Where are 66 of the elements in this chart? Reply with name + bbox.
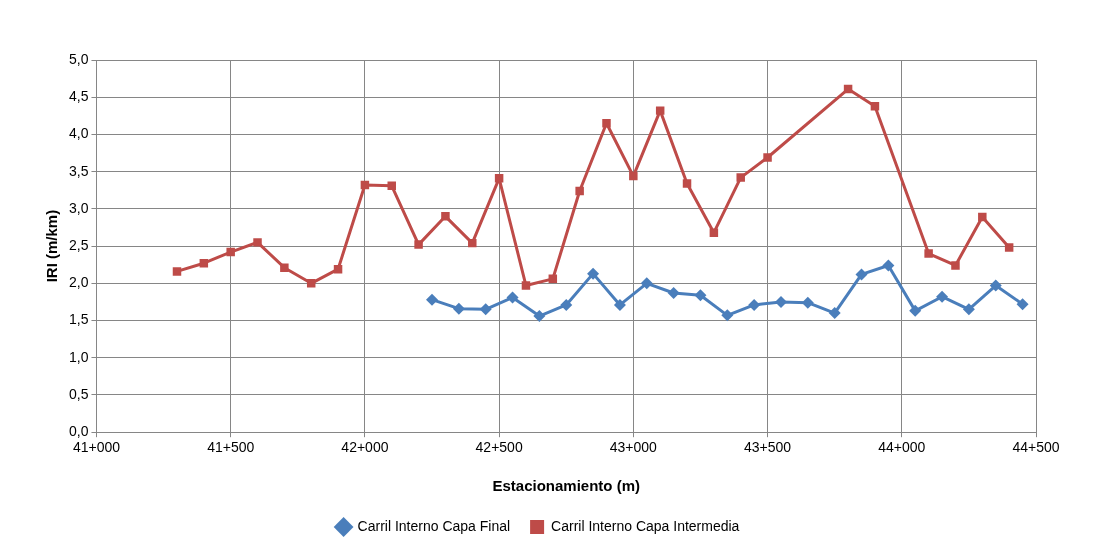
legend-label: Carril Interno Capa Final	[357, 517, 511, 534]
point	[855, 268, 868, 281]
y-axis-title: IRI (m/km)	[43, 209, 61, 283]
point	[655, 106, 665, 115]
point	[924, 249, 933, 258]
point	[667, 287, 680, 299]
x-tick-label: 44+000	[878, 439, 926, 456]
point	[172, 267, 182, 276]
y-tick-label: 1,5	[68, 311, 89, 328]
x-tick-label: 42+500	[475, 439, 523, 456]
point	[226, 247, 235, 257]
x-axis-title: Estacionamiento (m)	[492, 477, 640, 495]
point	[602, 119, 611, 128]
point	[613, 298, 626, 311]
x-tick-label: 43+500	[744, 439, 792, 456]
point	[882, 259, 895, 272]
point	[494, 174, 504, 183]
x-tick-label: 41+500	[207, 439, 255, 456]
y-tick-label: 0,5	[68, 385, 89, 402]
point	[426, 293, 439, 306]
y-tick-label: 5,0	[68, 50, 89, 67]
point	[1004, 243, 1014, 252]
point	[468, 238, 477, 248]
point	[748, 298, 761, 311]
point	[560, 298, 573, 311]
point	[479, 303, 492, 316]
point	[629, 171, 638, 181]
point	[306, 279, 316, 288]
point	[694, 289, 707, 302]
y-tick-label: 0,0	[68, 423, 89, 440]
point	[414, 240, 423, 249]
x-tick-label: 44+500	[1012, 439, 1060, 456]
y-tick-label: 4,5	[68, 88, 89, 105]
legend-label: Carril Interno Capa Intermedia	[551, 517, 740, 534]
point	[506, 291, 519, 304]
point	[721, 309, 734, 322]
point	[533, 310, 546, 323]
point	[452, 302, 465, 315]
point	[521, 281, 531, 290]
point	[280, 263, 289, 272]
y-tick-label: 2,5	[68, 236, 89, 253]
point	[682, 179, 692, 188]
point	[951, 261, 960, 270]
point	[962, 303, 975, 316]
point	[828, 307, 841, 320]
y-tick-label: 1,0	[68, 348, 89, 365]
point	[587, 267, 600, 280]
y-tick-label: 4,0	[68, 125, 89, 142]
x-tick-label: 43+000	[609, 439, 658, 456]
point	[909, 304, 922, 317]
point	[441, 212, 450, 221]
point	[936, 290, 949, 303]
point	[709, 228, 719, 237]
point	[989, 279, 1002, 292]
point	[1016, 298, 1029, 311]
point	[253, 238, 262, 247]
x-tick-label: 41+000	[72, 439, 121, 456]
point	[640, 277, 653, 290]
y-tick-label: 3,5	[68, 162, 89, 179]
point	[763, 153, 772, 162]
y-tick-label: 3,0	[68, 199, 89, 216]
point	[736, 173, 745, 182]
y-tick-label: 2,0	[68, 274, 89, 291]
point	[978, 212, 987, 222]
point	[575, 186, 584, 196]
x-tick-label: 42+000	[341, 439, 389, 456]
